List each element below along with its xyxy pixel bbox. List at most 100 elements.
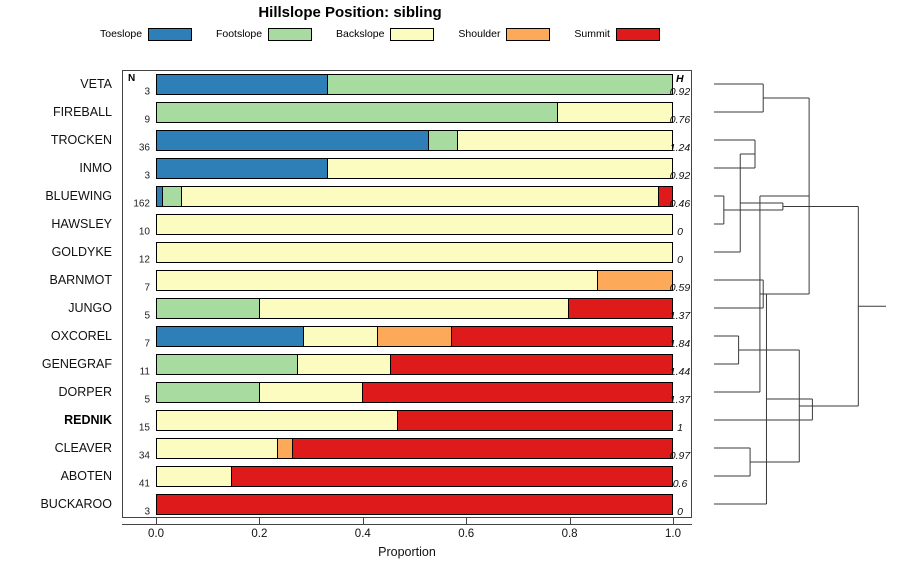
h-value: 0: [677, 506, 683, 518]
bar-row[interactable]: [156, 73, 673, 95]
n-value: 36: [138, 142, 150, 154]
legend-swatch-footslope: [268, 27, 313, 41]
bar-segment-footslope: [328, 74, 672, 94]
bar-row[interactable]: [156, 101, 673, 123]
bar-segment-backslope: [157, 410, 398, 430]
bar-row[interactable]: [156, 437, 673, 459]
legend-item-footslope[interactable]: Footslope: [215, 27, 313, 41]
bar-segment-backslope: [182, 186, 660, 206]
x-axis-tick: [466, 518, 468, 525]
h-value: 0.59: [669, 282, 691, 294]
bar-segment-backslope: [304, 326, 378, 346]
h-value: 0.92: [669, 170, 691, 182]
bar-segment-shoulder: [377, 326, 452, 346]
bar-segment-toeslope: [157, 158, 329, 178]
legend: Toeslope Footslope Backslope Shoulder Summit: [100, 26, 660, 42]
x-axis-tick: [673, 518, 674, 525]
bar-segment-summit: [292, 438, 672, 458]
n-value: 5: [144, 310, 150, 322]
bar-segment-footslope: [157, 354, 298, 374]
category-axis-labels: VETA FIREBALL TROCKEN INMO BLUEWING HAWSLEY GO…: [0, 70, 118, 518]
legend-item-shoulder[interactable]: Shoulder: [458, 27, 551, 41]
n-value: 162: [133, 198, 150, 210]
bar-segment-footslope: [157, 382, 260, 402]
h-value: 0.6: [672, 478, 688, 490]
bar-segment-backslope: [157, 270, 599, 290]
category-label-veta: VETA: [80, 77, 112, 91]
h-value: 0: [677, 226, 683, 238]
legend-item-summit[interactable]: Summit: [574, 27, 660, 41]
h-value: 1.37: [669, 394, 691, 406]
category-label-rednik: REDNIK: [64, 413, 112, 427]
bar-segment-backslope: [260, 382, 363, 402]
n-column-header: N: [128, 73, 136, 84]
bar-row[interactable]: [156, 157, 673, 179]
category-label-dorper: DORPER: [58, 385, 112, 399]
bar-segment-shoulder: [278, 438, 293, 458]
category-label-oxcorel: OXCOREL: [50, 329, 112, 343]
bar-row[interactable]: [156, 493, 673, 515]
bar-row[interactable]: [156, 465, 673, 487]
bar-segment-backslope: [157, 242, 672, 262]
h-value: 0.92: [669, 86, 691, 98]
legend-item-toeslope[interactable]: Toeslope: [100, 27, 193, 41]
h-value: 0.46: [669, 198, 691, 210]
bar-row[interactable]: [156, 297, 673, 319]
n-value: 3: [144, 170, 150, 182]
bar-row[interactable]: [156, 381, 673, 403]
bar-row[interactable]: [156, 353, 673, 375]
x-axis-tick: [362, 518, 364, 525]
bar-segment-summit: [157, 494, 672, 514]
bar-row[interactable]: [156, 409, 673, 431]
category-label-genegraf: GENEGRAF: [41, 357, 112, 371]
bar-row[interactable]: [156, 241, 673, 263]
legend-item-label: Footslope: [215, 28, 263, 40]
x-axis-tick-label: 0.6: [458, 528, 475, 540]
category-label-aboten: ABOTEN: [60, 469, 112, 483]
category-label-cleaver: CLEAVER: [54, 441, 112, 455]
bar-segment-backslope: [328, 158, 672, 178]
bar-segment-summit: [232, 466, 672, 486]
bar-segment-toeslope: [157, 326, 305, 346]
bar-segment-backslope: [260, 298, 569, 318]
bar-segment-summit: [451, 326, 672, 346]
bar-segment-backslope: [457, 130, 672, 150]
dendrogram: [714, 83, 886, 505]
page-title: Hillslope Position: sibling: [258, 4, 442, 21]
bar-segment-summit: [569, 298, 672, 318]
x-axis-tick-label: 0.4: [354, 528, 371, 540]
n-value: 9: [144, 114, 150, 126]
n-value: 7: [144, 338, 150, 350]
x-axis-tick: [156, 518, 157, 525]
x-axis-tick: [259, 518, 261, 525]
n-value: 3: [144, 506, 150, 518]
x-axis-tick-label: 1.0: [665, 528, 681, 540]
x-axis-tick-label: 0.0: [148, 528, 164, 540]
category-label-inmo: INMO: [79, 161, 112, 175]
legend-item-backslope[interactable]: Backslope: [336, 27, 435, 41]
x-axis-title: Proportion: [378, 545, 436, 559]
h-value: 1: [677, 422, 683, 434]
category-label-jungo: JUNGO: [68, 301, 112, 315]
legend-item-label: Backslope: [336, 28, 385, 40]
h-value: 1.44: [669, 366, 691, 378]
bar-row[interactable]: [156, 269, 673, 291]
bar-row[interactable]: [156, 185, 673, 207]
bar-row[interactable]: [156, 129, 673, 151]
bar-segment-backslope: [557, 102, 672, 122]
n-value: 5: [144, 394, 150, 406]
bar-row[interactable]: [156, 325, 673, 347]
n-value: 34: [138, 450, 150, 462]
category-label-bluewing: BLUEWING: [45, 189, 112, 203]
legend-swatch-backslope: [390, 27, 435, 41]
n-value: 12: [138, 254, 150, 266]
bar-segment-backslope: [297, 354, 392, 374]
x-axis-line: [122, 524, 692, 525]
bar-segment-backslope: [157, 214, 672, 234]
category-label-trocken: TROCKEN: [50, 133, 112, 147]
legend-swatch-shoulder: [506, 27, 551, 41]
bar-row[interactable]: [156, 213, 673, 235]
h-value: 0.76: [669, 114, 691, 126]
